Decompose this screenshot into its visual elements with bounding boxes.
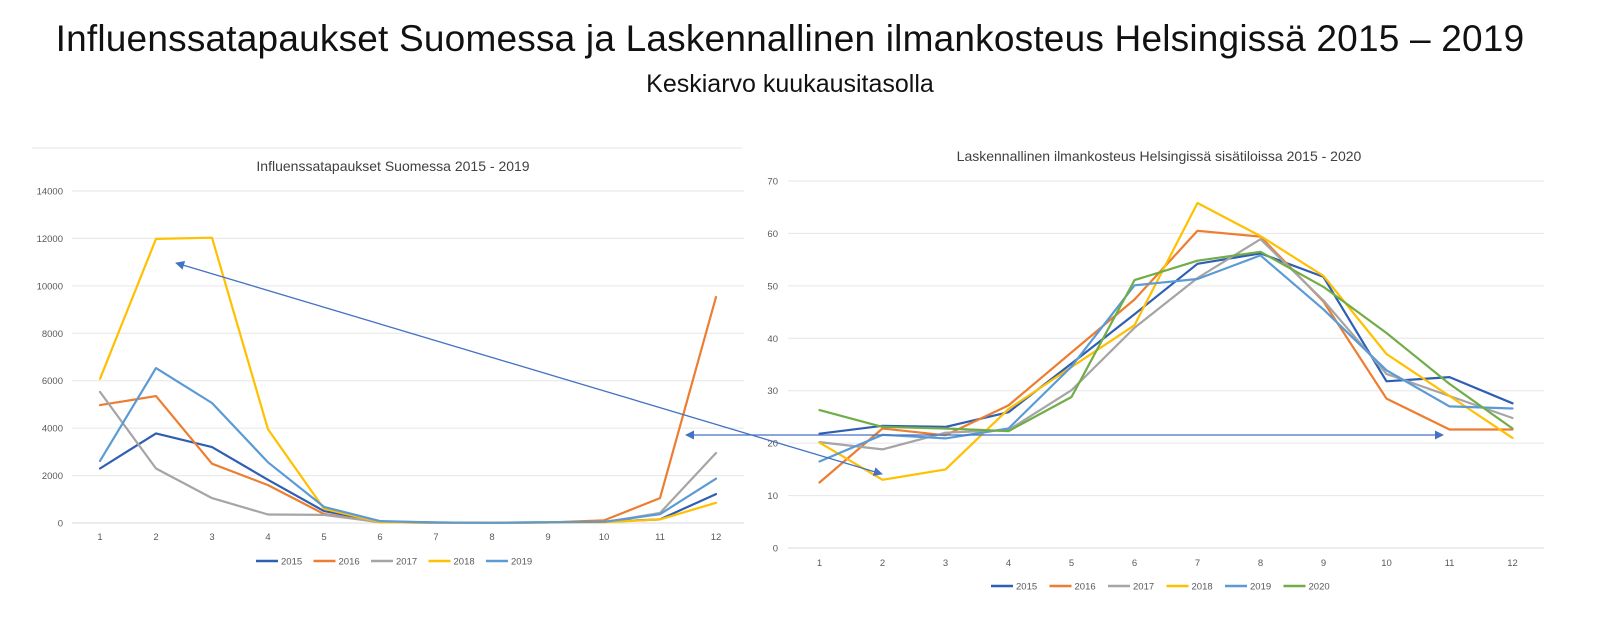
x-tick-label: 12 (1507, 558, 1518, 569)
x-tick-label: 11 (655, 532, 665, 543)
y-tick-label: 8000 (42, 329, 63, 340)
series-line-2020 (818, 250, 1514, 433)
legend-label-2017: 2017 (1133, 582, 1154, 593)
x-tick-label: 5 (321, 532, 326, 543)
influenza-chart: Influenssatapaukset Suomessa 2015 - 2019… (37, 158, 744, 568)
legend-label-2018: 2018 (1192, 582, 1213, 593)
humidity-chart: Laskennallinen ilmankosteus Helsingissä … (767, 148, 1544, 593)
series-line-2018 (818, 201, 1514, 481)
series-line-2016 (818, 229, 1514, 484)
legend-label-2015: 2015 (281, 557, 302, 568)
x-tick-label: 8 (1258, 558, 1263, 569)
series-line-2015 (818, 252, 1514, 435)
y-tick-label: 50 (767, 281, 778, 292)
y-tick-label: 60 (767, 229, 778, 240)
chart-title: Influenssatapaukset Suomessa 2015 - 2019 (256, 158, 529, 174)
series-line-2015 (98, 432, 718, 524)
y-tick-label: 30 (767, 386, 778, 397)
chart-title: Laskennallinen ilmankosteus Helsingissä … (957, 148, 1362, 164)
x-tick-label: 5 (1069, 558, 1074, 569)
x-tick-label: 12 (711, 532, 722, 543)
page-title: Influenssatapaukset Suomessa ja Laskenna… (55, 18, 1525, 59)
x-tick-label: 6 (377, 532, 382, 543)
series-line-2017 (98, 390, 718, 524)
y-tick-label: 2000 (42, 471, 63, 482)
x-tick-label: 3 (943, 558, 948, 569)
x-tick-label: 11 (1445, 558, 1455, 569)
legend-label-2018: 2018 (454, 557, 475, 568)
legend-label-2015: 2015 (1016, 582, 1037, 593)
y-tick-label: 40 (767, 334, 778, 345)
legend-label-2019: 2019 (1250, 582, 1271, 593)
x-tick-label: 8 (489, 532, 494, 543)
y-tick-label: 10 (767, 491, 778, 502)
x-tick-label: 4 (1006, 558, 1011, 569)
y-tick-label: 0 (58, 519, 63, 530)
legend-label-2016: 2016 (1075, 582, 1096, 593)
series-line-2019 (98, 367, 718, 524)
legend-label-2020: 2020 (1309, 582, 1330, 593)
page-subtitle: Keskiarvo kuukausitasolla (646, 70, 934, 98)
legend-label-2016: 2016 (339, 557, 360, 568)
y-tick-label: 0 (773, 544, 778, 555)
y-tick-label: 70 (767, 177, 778, 188)
x-tick-label: 10 (1381, 558, 1392, 569)
x-tick-label: 2 (153, 532, 158, 543)
x-tick-label: 7 (433, 532, 438, 543)
y-tick-label: 12000 (37, 234, 63, 245)
x-tick-label: 4 (265, 532, 270, 543)
x-tick-label: 10 (599, 532, 610, 543)
x-tick-label: 3 (209, 532, 214, 543)
legend-label-2019: 2019 (511, 557, 532, 568)
y-tick-label: 6000 (42, 376, 63, 387)
diagonal-arrow (175, 260, 883, 477)
legend-label-2017: 2017 (396, 557, 417, 568)
x-tick-label: 2 (880, 558, 885, 569)
annotation-arrows (175, 260, 1444, 477)
x-tick-label: 7 (1195, 558, 1200, 569)
x-tick-label: 9 (545, 532, 550, 543)
x-tick-label: 1 (817, 558, 822, 569)
y-tick-label: 10000 (37, 281, 63, 292)
y-tick-label: 14000 (37, 187, 63, 198)
x-tick-label: 6 (1132, 558, 1137, 569)
x-tick-label: 9 (1321, 558, 1326, 569)
y-tick-label: 4000 (42, 424, 63, 435)
x-tick-label: 1 (97, 532, 102, 543)
